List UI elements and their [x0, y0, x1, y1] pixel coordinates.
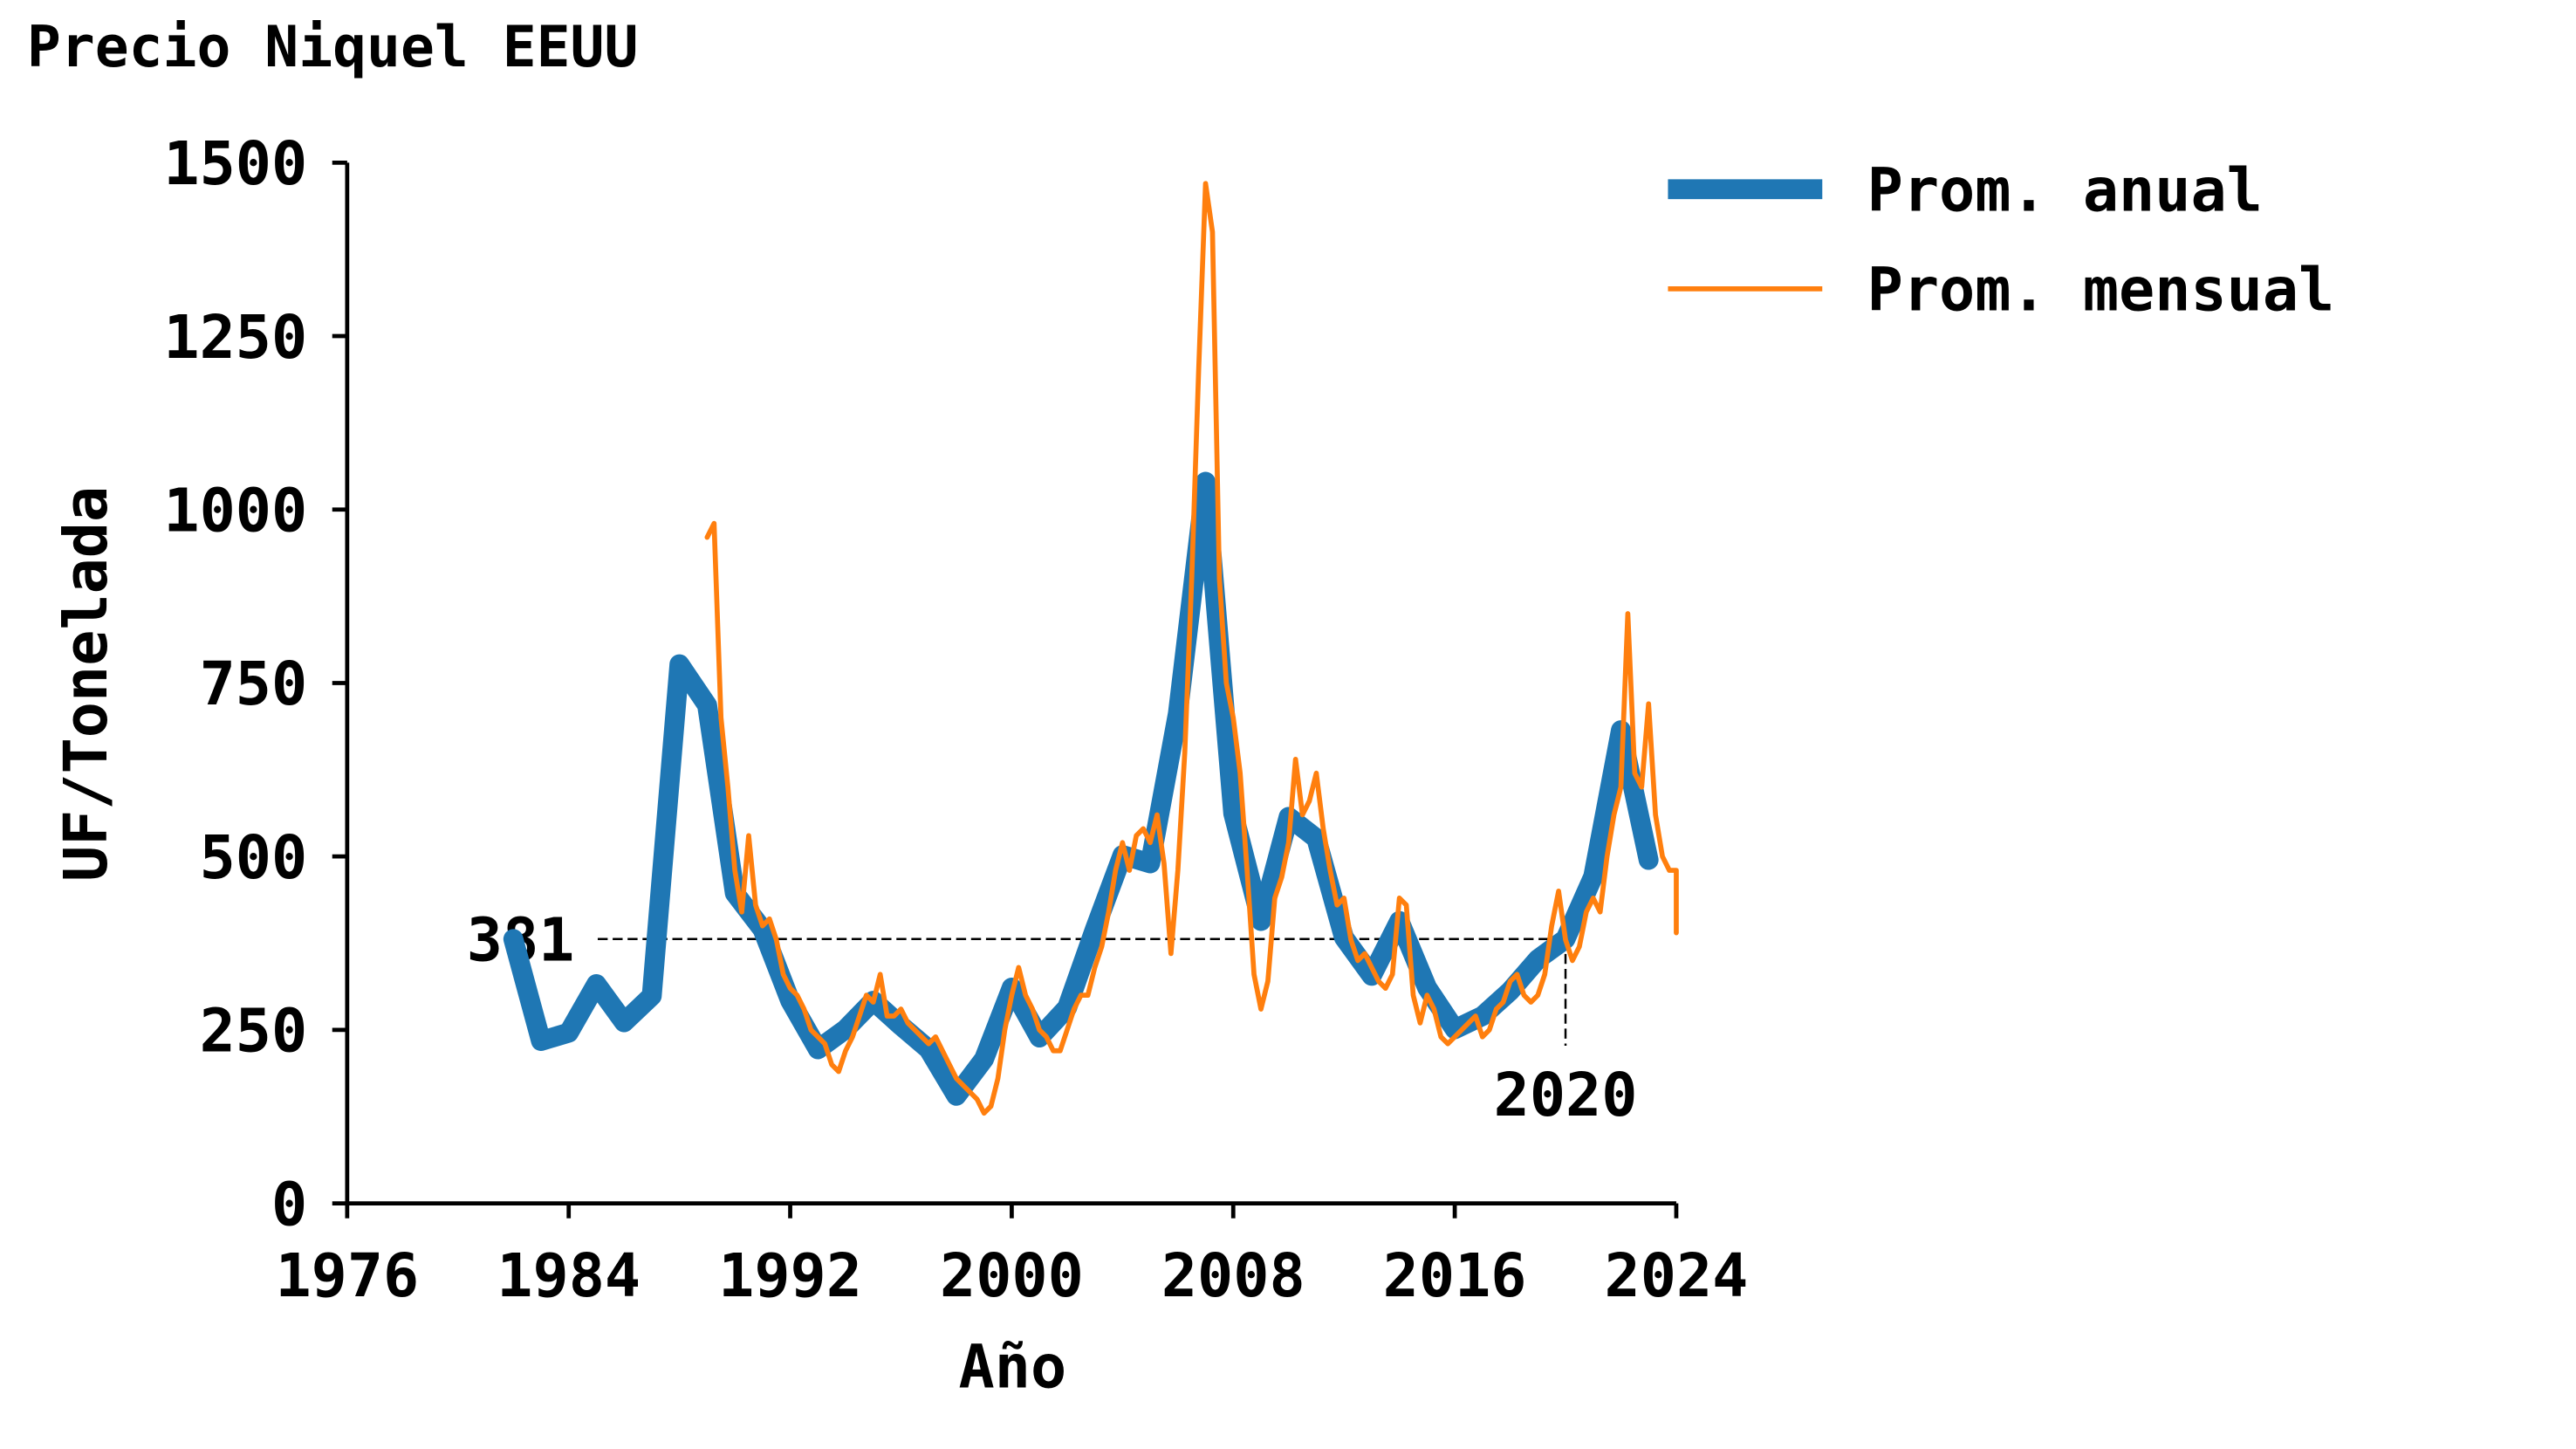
x-tick-label: 2016 — [1383, 1241, 1527, 1311]
y-tick-label: 500 — [200, 823, 308, 893]
y-axis-label: UF/Tonelada — [51, 486, 121, 882]
x-axis-label: Año — [959, 1333, 1067, 1403]
x-tick-label: 2000 — [940, 1241, 1084, 1311]
y-tick-label: 750 — [200, 649, 308, 719]
x-tick-label: 2024 — [1605, 1241, 1749, 1311]
legend-label: Prom. mensual — [1867, 256, 2335, 326]
y-tick-label: 0 — [271, 1170, 307, 1240]
series-line — [503, 471, 1659, 1106]
y-tick-label: 250 — [200, 997, 308, 1067]
x-tick-label: 2008 — [1161, 1241, 1305, 1311]
y-tick-label: 1250 — [163, 303, 307, 373]
series-line — [704, 181, 1679, 1116]
chart-title: Precio Niquel EEUU — [27, 15, 639, 80]
x-tick-label: 1992 — [718, 1241, 862, 1311]
x-tick-label: 1984 — [497, 1241, 641, 1311]
legend-label: Prom. anual — [1867, 155, 2263, 225]
y-tick-label: 1000 — [163, 476, 307, 546]
annotation-x-label: 2020 — [1494, 1061, 1638, 1130]
y-tick-label: 1500 — [163, 129, 307, 199]
x-tick-label: 1976 — [275, 1241, 419, 1311]
